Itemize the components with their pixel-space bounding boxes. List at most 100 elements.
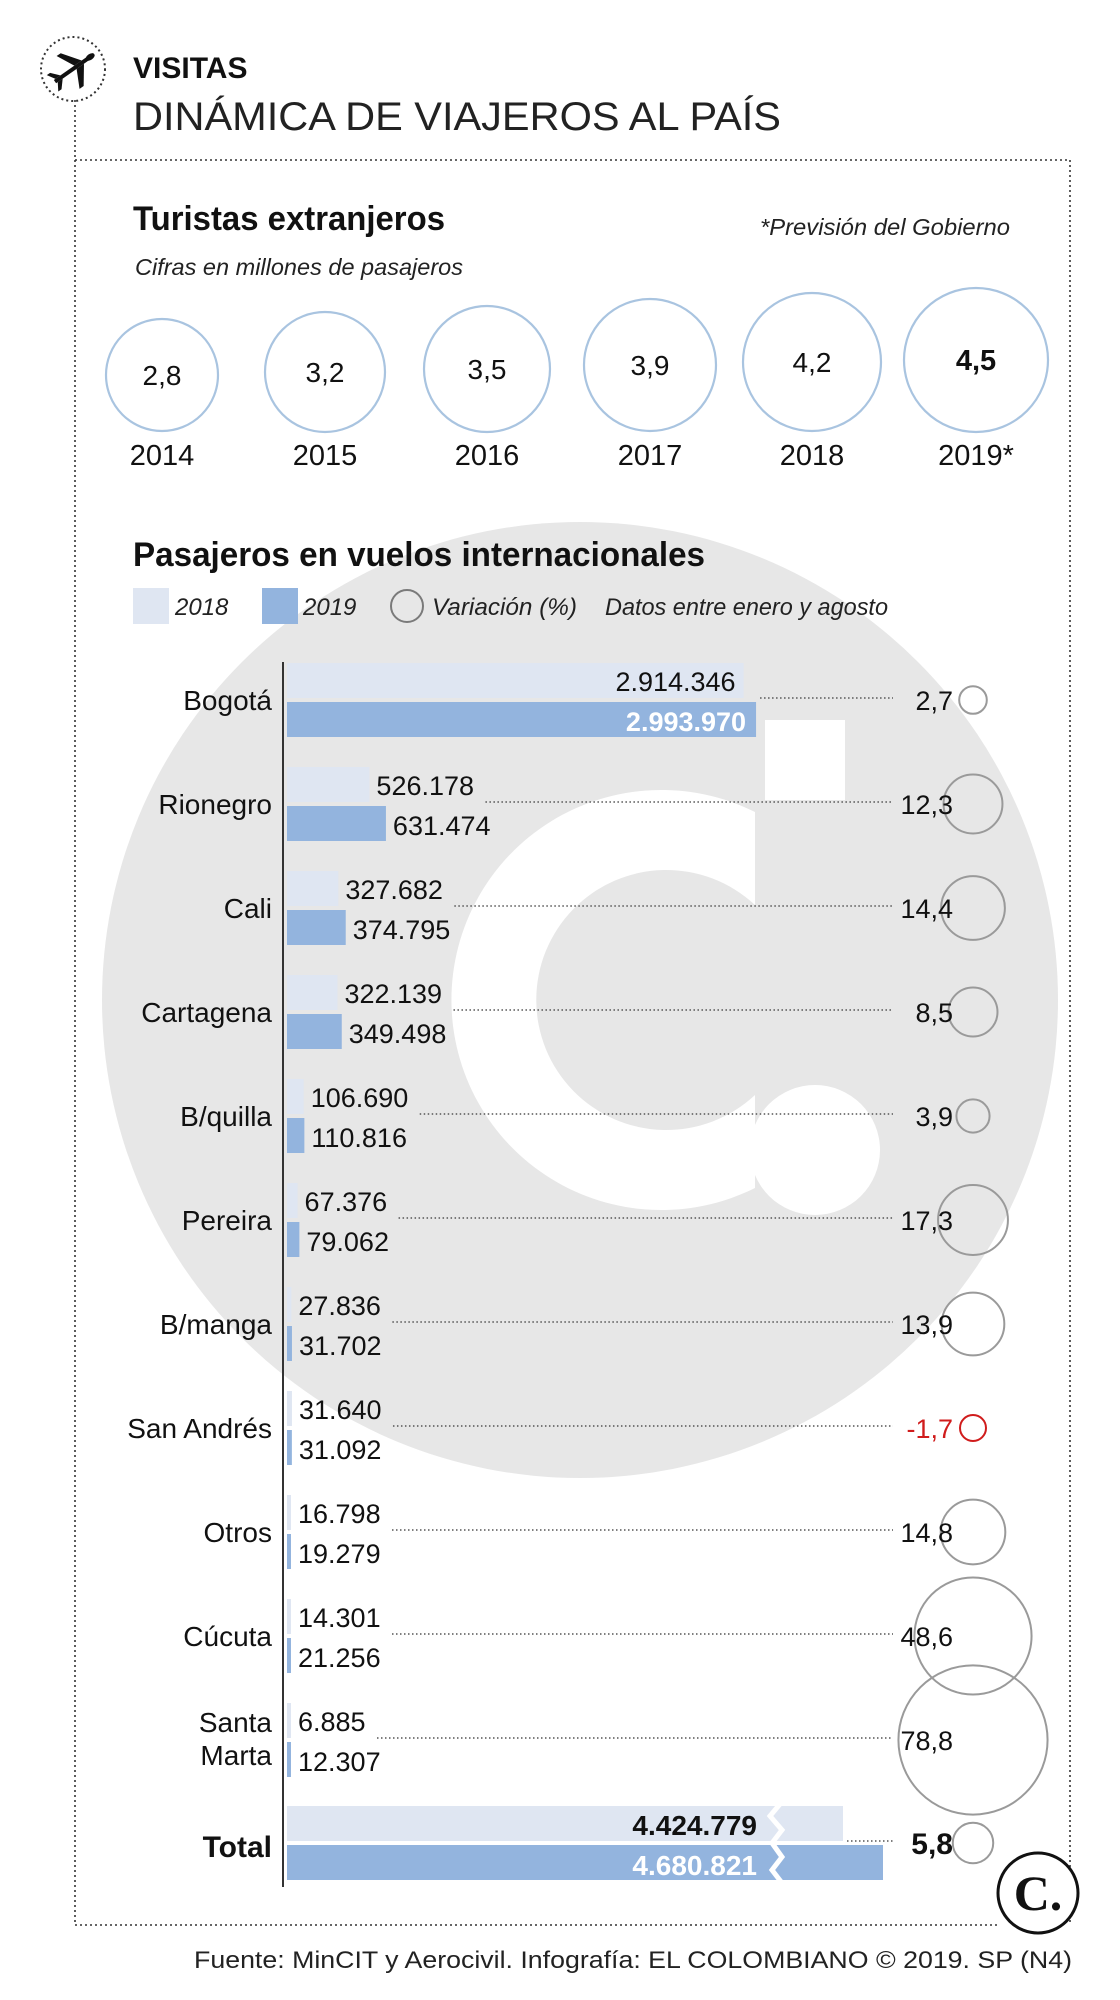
bar-2018 (287, 1183, 298, 1218)
value-label-2019: 21.256 (298, 1643, 381, 1673)
category-label: Pereira (182, 1205, 273, 1236)
tourist-value: 3,2 (306, 357, 345, 388)
tourist-year: 2014 (130, 440, 195, 472)
category-label: Rionegro (158, 789, 272, 820)
legend: 2018 2019 Variación (%) Datos entre ener… (133, 588, 888, 624)
legend-label-2019: 2019 (302, 594, 356, 621)
value-label-2018: 67.376 (305, 1187, 388, 1217)
variation-circle (897, 1664, 1049, 1816)
tourist-year: 2015 (293, 440, 358, 472)
variation-circle (959, 1414, 987, 1442)
value-label-2019: 2.993.970 (626, 707, 746, 737)
value-label-2018: 14.301 (298, 1603, 381, 1633)
flights-chart: Bogotá 2.914.346 2.993.970 2,7 Rionegro 526.1… (127, 663, 1049, 1885)
value-label-2019: 19.279 (298, 1539, 381, 1569)
tourist-value: 4,2 (793, 347, 832, 378)
tourist-value: 2,8 (143, 360, 182, 391)
bar-2019 (287, 1222, 300, 1257)
flights-title: Pasajeros en vuelos internacionales (133, 536, 705, 574)
variation-circle (942, 773, 1004, 835)
total-bar-2019 (287, 1845, 883, 1880)
bar-2018 (287, 975, 338, 1010)
category-label: Cartagena (141, 997, 272, 1028)
total-variation-circle (951, 1821, 995, 1865)
total-variation-label: 5,8 (911, 1828, 953, 1861)
bar-2018 (287, 1391, 292, 1426)
total-value-2018: 4.424.779 (632, 1810, 757, 1841)
bar-2018 (287, 767, 370, 802)
value-label-2019: 110.816 (311, 1123, 407, 1153)
bar-2018 (287, 871, 339, 906)
category-label: Cali (224, 893, 272, 924)
variation-label: 12,3 (900, 790, 953, 820)
value-label-2019: 12.307 (298, 1747, 381, 1777)
bar-2018 (287, 1495, 291, 1530)
tourist-year: 2016 (455, 440, 520, 472)
forecast-note: *Previsión del Gobierno (760, 214, 1010, 240)
legend-label-variation: Variación (%) (432, 594, 577, 621)
airplane-icon (46, 53, 95, 92)
value-label-2019: 349.498 (349, 1019, 447, 1049)
variation-label: 17,3 (900, 1206, 953, 1236)
bar-2019 (287, 1638, 291, 1673)
variation-circle (913, 1576, 1033, 1696)
brand-logo: C. (996, 1851, 1080, 1935)
tourist-circles: 2,8 2014 3,2 2015 3,5 2016 3,9 2017 4,2 2018 4,5 20… (104, 286, 1050, 472)
category-label: Bogotá (183, 685, 272, 716)
value-label-2018: 16.798 (298, 1499, 381, 1529)
total-value-2019: 4.680.821 (632, 1850, 757, 1881)
legend-note: Datos entre enero y agosto (605, 594, 888, 621)
variation-circle (947, 986, 999, 1038)
tourist-circle (104, 317, 220, 433)
category-label: Otros (204, 1517, 272, 1548)
value-label-2018: 31.640 (299, 1395, 382, 1425)
variation-label: 14,4 (900, 894, 953, 924)
page-title: DINÁMICA DE VIAJEROS AL PAÍS (133, 94, 781, 139)
tourist-value: 3,9 (631, 350, 670, 381)
variation-label: 8,5 (915, 998, 953, 1028)
value-label-2019: 31.092 (299, 1435, 382, 1465)
value-label-2019: 31.702 (299, 1331, 382, 1361)
bar-2019 (287, 1430, 292, 1465)
variation-circle (940, 875, 1006, 941)
value-label-2018: 322.139 (344, 979, 442, 1009)
brand-logo-text: C. (1014, 1865, 1063, 1921)
legend-swatch-2019 (262, 588, 298, 624)
category-label: Santa Marta (199, 1707, 273, 1771)
tourist-value: 3,5 (468, 354, 507, 385)
variation-label: 14,8 (900, 1518, 953, 1548)
variation-label: 2,7 (915, 686, 953, 716)
variation-label: 78,8 (900, 1726, 953, 1756)
legend-label-2018: 2018 (174, 594, 229, 621)
axis-break-mark (766, 1802, 786, 1885)
tourist-circle (741, 291, 883, 433)
variation-label: 48,6 (900, 1622, 953, 1652)
category-label: B/manga (160, 1309, 272, 1340)
value-label-2019: 79.062 (306, 1227, 389, 1257)
tourist-circle (902, 286, 1050, 434)
header-kicker: VISITAS (133, 52, 247, 85)
bar-2019 (287, 910, 346, 945)
bar-2019 (287, 1326, 292, 1361)
bar-2018 (287, 1287, 292, 1322)
category-label: San Andrés (127, 1413, 272, 1444)
bar-2019 (287, 1742, 291, 1777)
variation-label: 3,9 (915, 1102, 953, 1132)
tourist-circle (422, 304, 552, 434)
variation-circle (958, 685, 988, 715)
bar-2018 (287, 1079, 304, 1114)
bar-2019 (287, 806, 386, 841)
tourist-year: 2018 (780, 440, 845, 472)
variation-circle (939, 1498, 1007, 1566)
bar-2018 (287, 1703, 291, 1738)
value-label-2018: 2.914.346 (615, 667, 735, 697)
bar-2019 (287, 1118, 305, 1153)
source-footer: Fuente: MinCIT y Aerocivil. Infografía: … (194, 1947, 1072, 1974)
value-label-2018: 526.178 (376, 771, 474, 801)
legend-swatch-2018 (133, 588, 169, 624)
category-label: Cúcuta (183, 1621, 272, 1652)
total-bar-2018 (287, 1806, 843, 1841)
tourist-circle (582, 297, 718, 433)
value-label-2018: 106.690 (311, 1083, 409, 1113)
